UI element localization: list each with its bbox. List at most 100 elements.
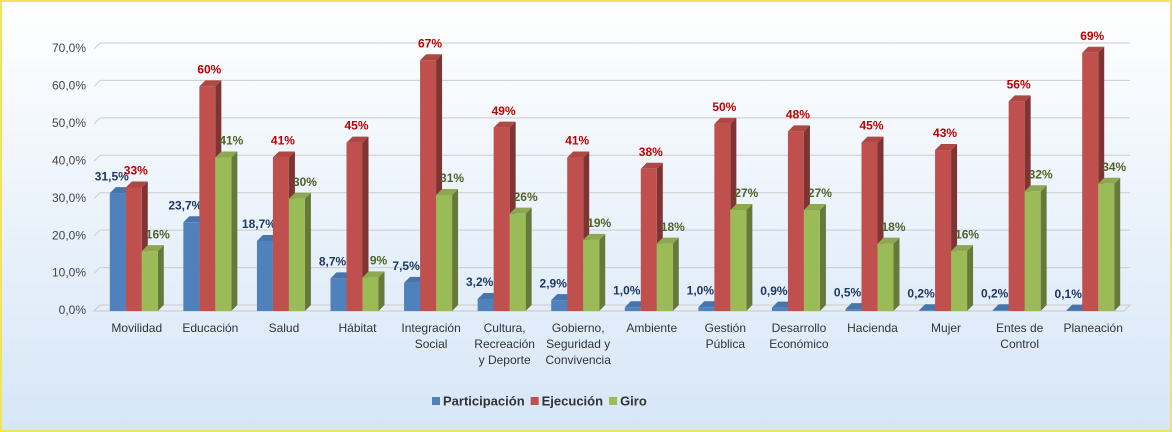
bar xyxy=(877,243,894,311)
bar xyxy=(493,127,510,311)
data-label: 60% xyxy=(197,63,221,77)
legend-swatch xyxy=(609,397,618,405)
bar-top xyxy=(199,80,222,87)
data-label: 9% xyxy=(370,253,388,267)
bar-side xyxy=(746,203,753,311)
bar-top xyxy=(288,192,311,199)
data-label: 48% xyxy=(786,108,810,122)
bar-top xyxy=(141,245,164,252)
bar xyxy=(845,309,862,311)
data-label: 8,7% xyxy=(319,255,347,269)
bar xyxy=(992,310,1009,311)
grid-line xyxy=(93,154,101,162)
bar xyxy=(551,300,568,311)
bar-side xyxy=(599,233,606,311)
y-tick-label: 40,0% xyxy=(52,153,86,167)
bar-top xyxy=(1082,46,1105,53)
data-label: 30% xyxy=(293,175,317,189)
bar-side xyxy=(819,203,826,311)
bar-top xyxy=(420,54,443,61)
bar xyxy=(861,142,878,311)
bar-top xyxy=(951,245,974,252)
bar xyxy=(215,157,232,311)
bar xyxy=(109,193,126,311)
bar-top xyxy=(730,203,753,210)
bar xyxy=(787,131,804,311)
bar xyxy=(567,157,584,311)
data-label: 49% xyxy=(492,104,516,118)
data-label: 45% xyxy=(344,119,368,133)
bar xyxy=(1008,101,1025,312)
y-tick-label: 0,0% xyxy=(59,303,87,317)
bar xyxy=(714,123,731,311)
data-label: 38% xyxy=(639,145,663,159)
bar-side xyxy=(525,207,532,311)
bar xyxy=(362,277,379,311)
bar-top xyxy=(272,151,295,158)
legend-label: Ejecución xyxy=(542,393,603,408)
bar xyxy=(256,241,273,311)
bar xyxy=(1082,52,1099,311)
bar xyxy=(125,187,142,311)
data-label: 18% xyxy=(881,220,905,234)
bar-top xyxy=(656,237,679,244)
data-label: 31,5% xyxy=(95,169,129,183)
data-label: 43% xyxy=(933,126,957,140)
grid-line xyxy=(93,117,101,125)
bar xyxy=(771,307,788,311)
data-label: 18,7% xyxy=(242,217,276,231)
y-tick-label: 60,0% xyxy=(52,79,86,93)
bar-top xyxy=(1008,95,1031,102)
data-label: 19% xyxy=(587,216,611,230)
bar xyxy=(935,150,952,311)
bar-top xyxy=(1024,185,1047,192)
grid-line xyxy=(93,42,101,50)
y-tick-label: 70,0% xyxy=(52,41,86,55)
data-label: 2,9% xyxy=(540,276,568,290)
data-label: 67% xyxy=(418,36,442,50)
data-label: 31% xyxy=(440,171,464,185)
x-tick-label: Planeación xyxy=(1063,321,1123,335)
bar-top xyxy=(346,136,369,143)
grid-line xyxy=(93,267,101,274)
x-tick-label: Desarrollo Económico xyxy=(769,321,829,351)
bar xyxy=(183,222,200,311)
data-label: 18% xyxy=(661,220,685,234)
data-label: 41% xyxy=(219,134,243,148)
bar-top xyxy=(493,121,516,128)
bar xyxy=(272,157,289,311)
bar-side xyxy=(362,136,369,311)
bar-side xyxy=(378,271,385,311)
data-label: 0,5% xyxy=(834,285,862,299)
legend-swatch xyxy=(432,397,440,405)
data-label: 0,2% xyxy=(907,286,935,300)
data-label: 1,0% xyxy=(613,283,641,297)
bar xyxy=(730,209,747,311)
bar-top xyxy=(362,271,385,278)
x-tick-label: Entes de Control xyxy=(995,321,1044,351)
data-label: 16% xyxy=(146,227,170,241)
data-label: 0,2% xyxy=(981,286,1009,300)
x-tick-label: Salud xyxy=(268,321,300,335)
bar-side xyxy=(304,192,311,311)
bar-top xyxy=(861,136,884,143)
bar-top xyxy=(640,162,663,169)
bar xyxy=(436,194,453,311)
bar-top xyxy=(877,237,900,244)
bar xyxy=(919,310,936,311)
bar xyxy=(803,209,820,311)
x-tick-label: Cultura, Recreación y Deporte xyxy=(474,321,535,367)
bar xyxy=(346,142,363,311)
bar xyxy=(509,213,526,311)
bar-side xyxy=(967,245,974,311)
x-tick-label: Gobierno, Seguridad y Convivencia xyxy=(545,321,611,367)
bar xyxy=(477,299,494,311)
bar-side xyxy=(1114,177,1121,311)
bar-side xyxy=(893,237,900,311)
legend-swatch xyxy=(530,397,539,405)
x-tick-label: Hábitat xyxy=(338,321,377,335)
bar-side xyxy=(231,151,238,311)
legend-label: Participación xyxy=(443,393,525,408)
y-tick-label: 50,0% xyxy=(52,116,86,130)
